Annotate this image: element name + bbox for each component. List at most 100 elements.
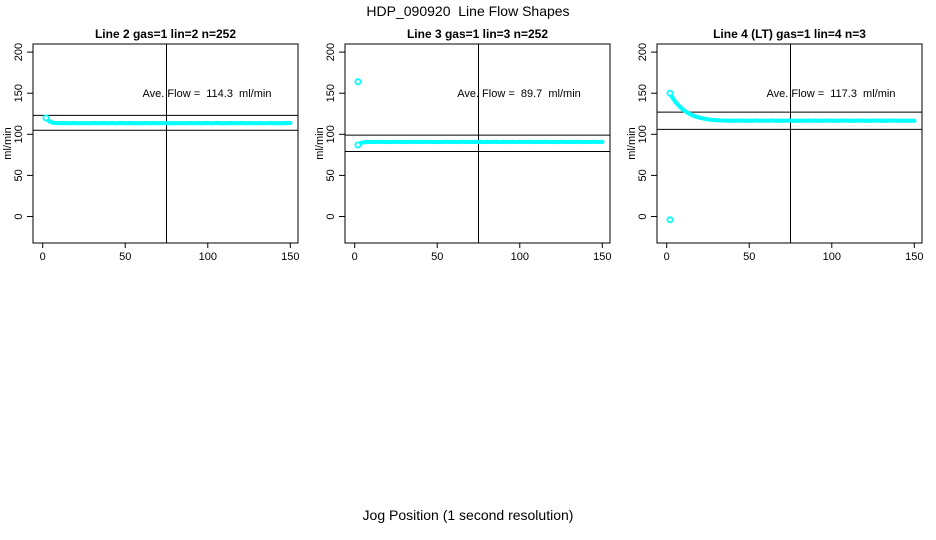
figure-title: HDP_090920 Line Flow Shapes: [366, 3, 570, 19]
data-point: [215, 121, 220, 125]
data-point: [494, 139, 499, 144]
data-point: [707, 117, 712, 122]
data-point: [212, 121, 217, 126]
data-point: [478, 139, 483, 144]
data-point: [441, 139, 446, 144]
data-point: [514, 140, 519, 144]
data-point: [717, 118, 722, 123]
data-point: [724, 118, 729, 123]
y-axis-tick-label: 200: [637, 43, 649, 61]
flow-series: [668, 91, 917, 123]
data-point: [275, 121, 280, 126]
data-point: [435, 139, 440, 144]
y-axis-tick-label: 100: [325, 125, 337, 143]
data-point: [839, 118, 844, 123]
data-point: [704, 117, 709, 122]
data-point: [753, 118, 758, 123]
data-point: [169, 121, 174, 126]
data-point: [369, 139, 374, 144]
data-point: [862, 118, 867, 123]
data-point: [895, 118, 900, 123]
data-point: [813, 118, 818, 123]
data-point: [544, 139, 549, 144]
data-point: [222, 121, 227, 126]
data-point: [806, 118, 811, 123]
data-point: [474, 139, 479, 144]
outlier-point: [666, 216, 674, 224]
data-point: [238, 121, 243, 125]
data-point: [96, 121, 101, 126]
data-point: [583, 139, 588, 144]
data-point: [70, 121, 75, 125]
x-axis-tick-label: 100: [823, 251, 841, 263]
data-point: [843, 118, 847, 123]
data-point: [869, 118, 874, 123]
data-point: [166, 121, 171, 126]
y-axis-tick-label: 50: [13, 169, 25, 181]
data-point: [790, 118, 795, 123]
data-point: [590, 139, 595, 144]
data-point: [189, 121, 194, 126]
data-point: [872, 118, 877, 123]
y-axis-tick-label: 150: [325, 84, 337, 102]
data-point: [209, 121, 214, 126]
data-point: [379, 139, 384, 144]
x-axis-tick-label: 50: [743, 251, 755, 263]
data-point: [116, 121, 121, 126]
data-point: [392, 139, 397, 144]
data-point: [382, 140, 387, 144]
data-point: [796, 118, 801, 123]
data-point: [245, 121, 250, 126]
data-point: [567, 139, 572, 144]
data-point: [278, 121, 283, 126]
data-point: [73, 121, 78, 126]
panel-title: Line 2 gas=1 lin=2 n=252: [95, 27, 236, 41]
data-point: [597, 140, 601, 144]
data-point: [511, 139, 516, 144]
data-point: [701, 116, 705, 121]
data-point: [123, 121, 128, 126]
data-point: [507, 139, 512, 144]
data-point: [80, 121, 85, 125]
data-point: [235, 121, 240, 126]
data-point: [849, 118, 854, 123]
panel-title: Line 3 gas=1 lin=3 n=252: [407, 27, 548, 41]
data-point: [786, 118, 791, 123]
data-point: [60, 121, 65, 126]
data-point: [232, 121, 237, 126]
data-point: [560, 139, 565, 144]
data-point: [899, 118, 904, 123]
x-axis-tick-label: 150: [281, 251, 299, 263]
data-point: [192, 121, 197, 126]
data-point: [879, 118, 884, 123]
data-point: [83, 121, 88, 126]
y-axis-tick-label: 0: [325, 213, 337, 219]
data-point: [521, 140, 526, 144]
ave-flow-annotation: Ave. Flow = 89.7 ml/min: [457, 88, 581, 100]
data-point: [540, 139, 545, 144]
data-point: [889, 118, 894, 123]
data-point: [524, 139, 529, 144]
data-point: [537, 140, 542, 144]
data-point: [866, 118, 871, 123]
y-axis-tick-label: 50: [637, 169, 649, 181]
data-point: [876, 118, 880, 123]
data-point: [697, 115, 702, 120]
data-point: [385, 139, 390, 144]
data-point: [133, 121, 138, 126]
data-point: [803, 118, 808, 123]
data-point: [405, 140, 410, 145]
data-point: [773, 118, 778, 123]
data-point: [57, 121, 62, 125]
data-point: [783, 118, 788, 123]
data-point: [179, 121, 184, 126]
panel-line3-plot: Line 3 gas=1 lin=3 n=252 0 50 100 150 0 50 100 1…: [314, 27, 611, 263]
data-point: [265, 121, 270, 126]
data-point: [737, 118, 742, 123]
data-point: [564, 140, 568, 144]
data-point: [129, 121, 134, 125]
data-point: [760, 118, 765, 123]
data-point: [63, 121, 68, 125]
plot-box: [656, 43, 923, 244]
data-point: [885, 118, 890, 123]
